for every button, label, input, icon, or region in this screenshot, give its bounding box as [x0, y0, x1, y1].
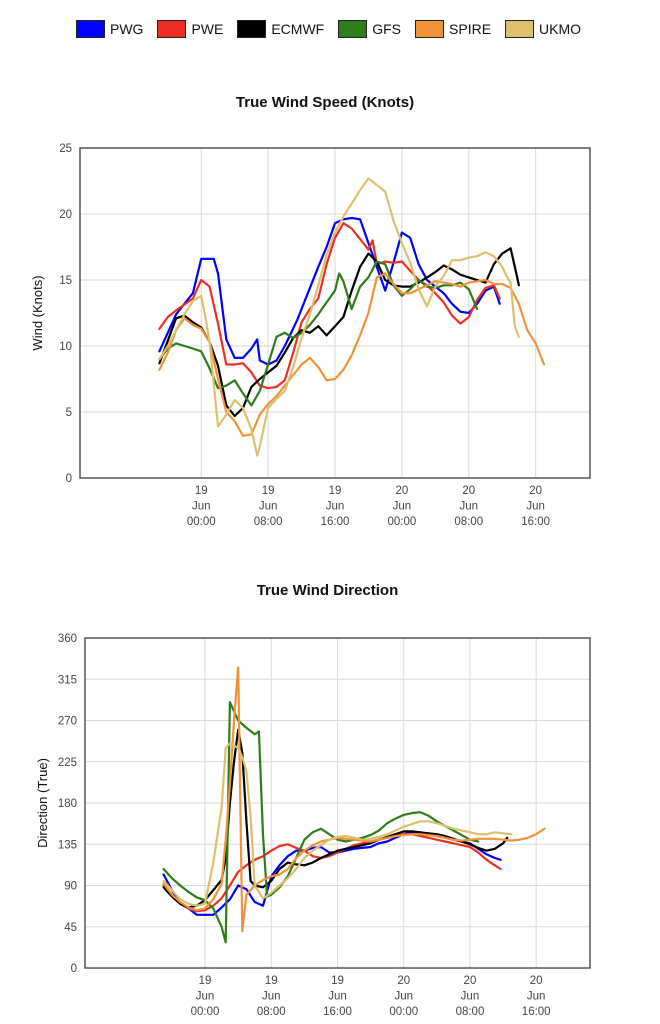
series-line-spire	[162, 666, 546, 933]
legend-item-spire[interactable]: SPIRE	[415, 20, 491, 38]
series-line-spire	[158, 272, 546, 437]
series-group	[158, 177, 546, 457]
x-tick-label: 20 Jun 16:00	[521, 485, 550, 528]
legend-label-pwe: PWE	[191, 21, 224, 37]
x-tick-label: 19 Jun 08:00	[254, 485, 283, 528]
legend-item-gfs[interactable]: GFS	[338, 20, 401, 38]
plot-frame	[79, 147, 591, 479]
chart-title: True Wind Speed (Knots)	[236, 94, 414, 111]
series-line-ukmo	[158, 177, 520, 457]
legend-label-ecmwf: ECMWF	[271, 21, 325, 37]
legend-item-pwg[interactable]: PWG	[76, 20, 143, 38]
y-tick-label: 225	[58, 757, 77, 769]
legend-swatch-ecmwf	[237, 20, 267, 38]
series-line-gfs	[162, 701, 480, 944]
wind-direction-chart: True Wind Direction 0 45 90 135 180 225 270 315 3…	[35, 582, 591, 1018]
y-tick-label: 270	[58, 716, 77, 728]
x-tick-label: 20 Jun 00:00	[387, 485, 416, 528]
y-tick-label: 180	[58, 798, 77, 810]
legend: PWG PWE ECMWF GFS SPIRE UKMO	[76, 20, 595, 38]
chart-title: True Wind Direction	[257, 582, 399, 599]
legend-item-pwe[interactable]: PWE	[157, 20, 223, 38]
legend-label-ukmo: UKMO	[539, 21, 582, 37]
y-axis-label: Direction (True)	[35, 758, 50, 848]
legend-item-ecmwf[interactable]: ECMWF	[237, 20, 324, 38]
y-tick-label: 10	[59, 341, 72, 353]
y-tick-label: 0	[71, 963, 77, 975]
x-tick-label: 19 Jun 00:00	[191, 975, 220, 1018]
series-line-pwe	[158, 222, 501, 390]
series-line-ecmwf	[162, 728, 509, 909]
y-tick-label: 15	[59, 275, 72, 287]
x-tick-label: 20 Jun 00:00	[389, 975, 418, 1018]
wind-speed-chart: True Wind Speed (Knots) 0 5 10 15 20 25 19 Jun 00…	[30, 94, 591, 528]
legend-swatch-gfs	[338, 20, 368, 38]
y-tick-label: 20	[59, 209, 72, 221]
plot-frame	[84, 637, 591, 969]
legend-swatch-pwe	[157, 20, 187, 38]
y-tick-label: 315	[58, 674, 77, 686]
y-tick-label: 360	[58, 633, 77, 645]
x-tick-label: 20 Jun 08:00	[456, 975, 485, 1018]
series-line-ecmwf	[158, 247, 520, 418]
y-tick-label: 90	[64, 881, 77, 893]
series-line-pwe	[162, 833, 502, 913]
legend-swatch-pwg	[76, 20, 105, 38]
legend-label-pwg: PWG	[110, 21, 144, 37]
y-axis-label: Wind (Knots)	[30, 275, 45, 350]
x-tick-label: 19 Jun 16:00	[323, 975, 352, 1018]
y-tick-label: 45	[64, 922, 77, 934]
series-line-pwg	[158, 216, 501, 366]
legend-item-ukmo[interactable]: UKMO	[505, 20, 581, 38]
x-tick-label: 20 Jun 08:00	[454, 485, 483, 528]
y-tick-label: 135	[58, 839, 77, 851]
series-group	[162, 666, 546, 944]
x-tick-label: 19 Jun 16:00	[321, 485, 350, 528]
legend-label-spire: SPIRE	[449, 21, 492, 37]
legend-swatch-spire	[415, 20, 445, 38]
y-tick-label: 0	[66, 473, 72, 485]
x-tick-label: 19 Jun 00:00	[187, 485, 216, 528]
x-tick-label: 20 Jun 16:00	[522, 975, 551, 1018]
legend-swatch-ukmo	[505, 20, 535, 38]
legend-label-gfs: GFS	[372, 21, 402, 37]
y-tick-label: 5	[66, 407, 72, 419]
x-tick-label: 19 Jun 08:00	[257, 975, 286, 1018]
series-line-ukmo	[162, 742, 513, 907]
y-tick-label: 25	[59, 143, 72, 155]
